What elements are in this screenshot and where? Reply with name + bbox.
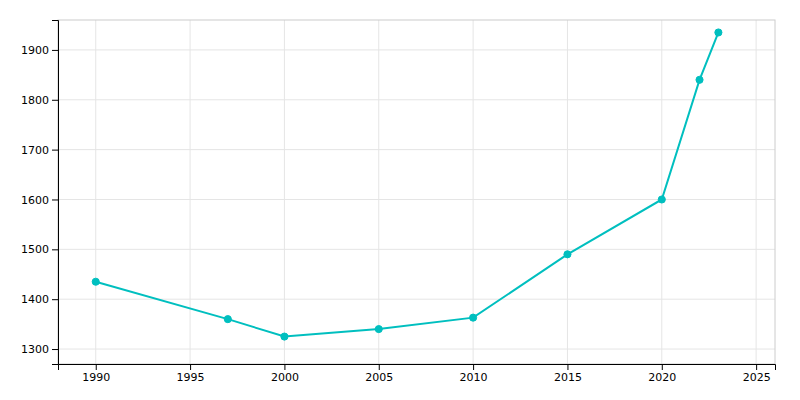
y-axis-tick: 1900: [21, 44, 58, 57]
x-axis-tick: 2020: [648, 364, 676, 384]
y-axis-tick-label: 1700: [21, 144, 49, 157]
x-axis-tick: 1990: [82, 364, 110, 384]
y-axis-tick: 1400: [21, 293, 58, 306]
y-axis-tick: 1800: [21, 94, 58, 107]
y-axis-tick-mark: [52, 150, 58, 151]
y-axis-tick-label: 1400: [21, 293, 49, 306]
x-axis-tick-mark: [379, 364, 380, 370]
grid-line-x: [756, 20, 757, 364]
x-axis-tick-label: 2005: [365, 371, 393, 384]
y-axis-tick-mark: [52, 50, 58, 51]
marker: [470, 314, 477, 321]
x-axis-tick-label: 2000: [271, 371, 299, 384]
y-axis-tick-mark: [52, 199, 58, 200]
y-axis-tick-mark: [52, 299, 58, 300]
grid-line-y: [58, 199, 775, 200]
x-axis-tick: 2005: [365, 364, 393, 384]
plot-frame: [58, 20, 775, 364]
grid-line-y: [58, 299, 775, 300]
y-axis: 1300 1400 1500 1600 1700 1800 1900: [21, 21, 59, 365]
grid-line-y: [58, 49, 775, 50]
grid-line-x: [473, 20, 474, 364]
marker: [281, 333, 288, 340]
y-axis-tick: 1500: [21, 243, 58, 256]
x-axis: 1990 1995 2000 2005 2010 2015 2020 2025: [59, 364, 776, 384]
y-axis-tick-mark: [52, 100, 58, 101]
y-axis-tick-label: 1500: [21, 243, 49, 256]
x-axis-tick: 2000: [271, 364, 299, 384]
x-axis-tick-label: 2025: [743, 371, 771, 384]
y-axis-tick-label: 1800: [21, 94, 49, 107]
grid-line-x: [190, 20, 191, 364]
marker: [224, 316, 231, 323]
marker: [92, 278, 99, 285]
grid-line-x: [95, 20, 96, 364]
marker: [658, 196, 665, 203]
y-axis-tick-label: 1600: [21, 193, 49, 206]
series: [92, 29, 722, 340]
x-axis-line: [59, 365, 776, 371]
x-axis-tick-label: 1990: [82, 371, 110, 384]
x-axis-tick-mark: [96, 364, 97, 370]
x-axis-tick-label: 2020: [648, 371, 676, 384]
x-axis-tick: 2015: [554, 364, 582, 384]
x-axis-tick-label: 2010: [460, 371, 488, 384]
grid-line-y: [58, 249, 775, 250]
grid-line-x: [284, 20, 285, 364]
x-axis-tick-mark: [662, 364, 663, 370]
y-axis-tick: 1700: [21, 144, 58, 157]
grid-line-x: [567, 20, 568, 364]
x-axis-tick: 1995: [177, 364, 205, 384]
x-axis-tick-label: 1995: [177, 371, 205, 384]
x-axis-tick: 2025: [743, 364, 771, 384]
x-axis-tick-mark: [756, 364, 757, 370]
x-axis-tick: 2010: [460, 364, 488, 384]
marker: [696, 76, 703, 83]
grid-line-x: [378, 20, 379, 364]
marker: [715, 29, 722, 36]
marker: [375, 326, 382, 333]
plot: 1990 1995 2000 2005 2010 2015 2020 2025 1300 1400…: [21, 20, 776, 384]
line: [96, 32, 719, 336]
y-axis-tick: 1600: [21, 193, 58, 206]
x-axis-tick-mark: [567, 364, 568, 370]
grid-line-y: [58, 149, 775, 150]
y-axis-tick-mark: [52, 349, 58, 350]
x-axis-tick-mark: [473, 364, 474, 370]
grid-line-y: [58, 99, 775, 100]
marker: [564, 251, 571, 258]
x-axis-tick-mark: [284, 364, 285, 370]
grid-line-x: [661, 20, 662, 364]
y-axis-tick-label: 1300: [21, 343, 49, 356]
x-axis-tick-label: 2015: [554, 371, 582, 384]
y-axis-line: [52, 21, 59, 365]
chart: 1990 1995 2000 2005 2010 2015 2020 2025 1300 1400…: [0, 0, 800, 400]
grid: [58, 20, 775, 364]
y-axis-tick-label: 1900: [21, 44, 49, 57]
y-axis-tick: 1300: [21, 343, 58, 356]
grid-line-y: [58, 349, 775, 350]
y-axis-tick-mark: [52, 249, 58, 250]
x-axis-tick-mark: [190, 364, 191, 370]
